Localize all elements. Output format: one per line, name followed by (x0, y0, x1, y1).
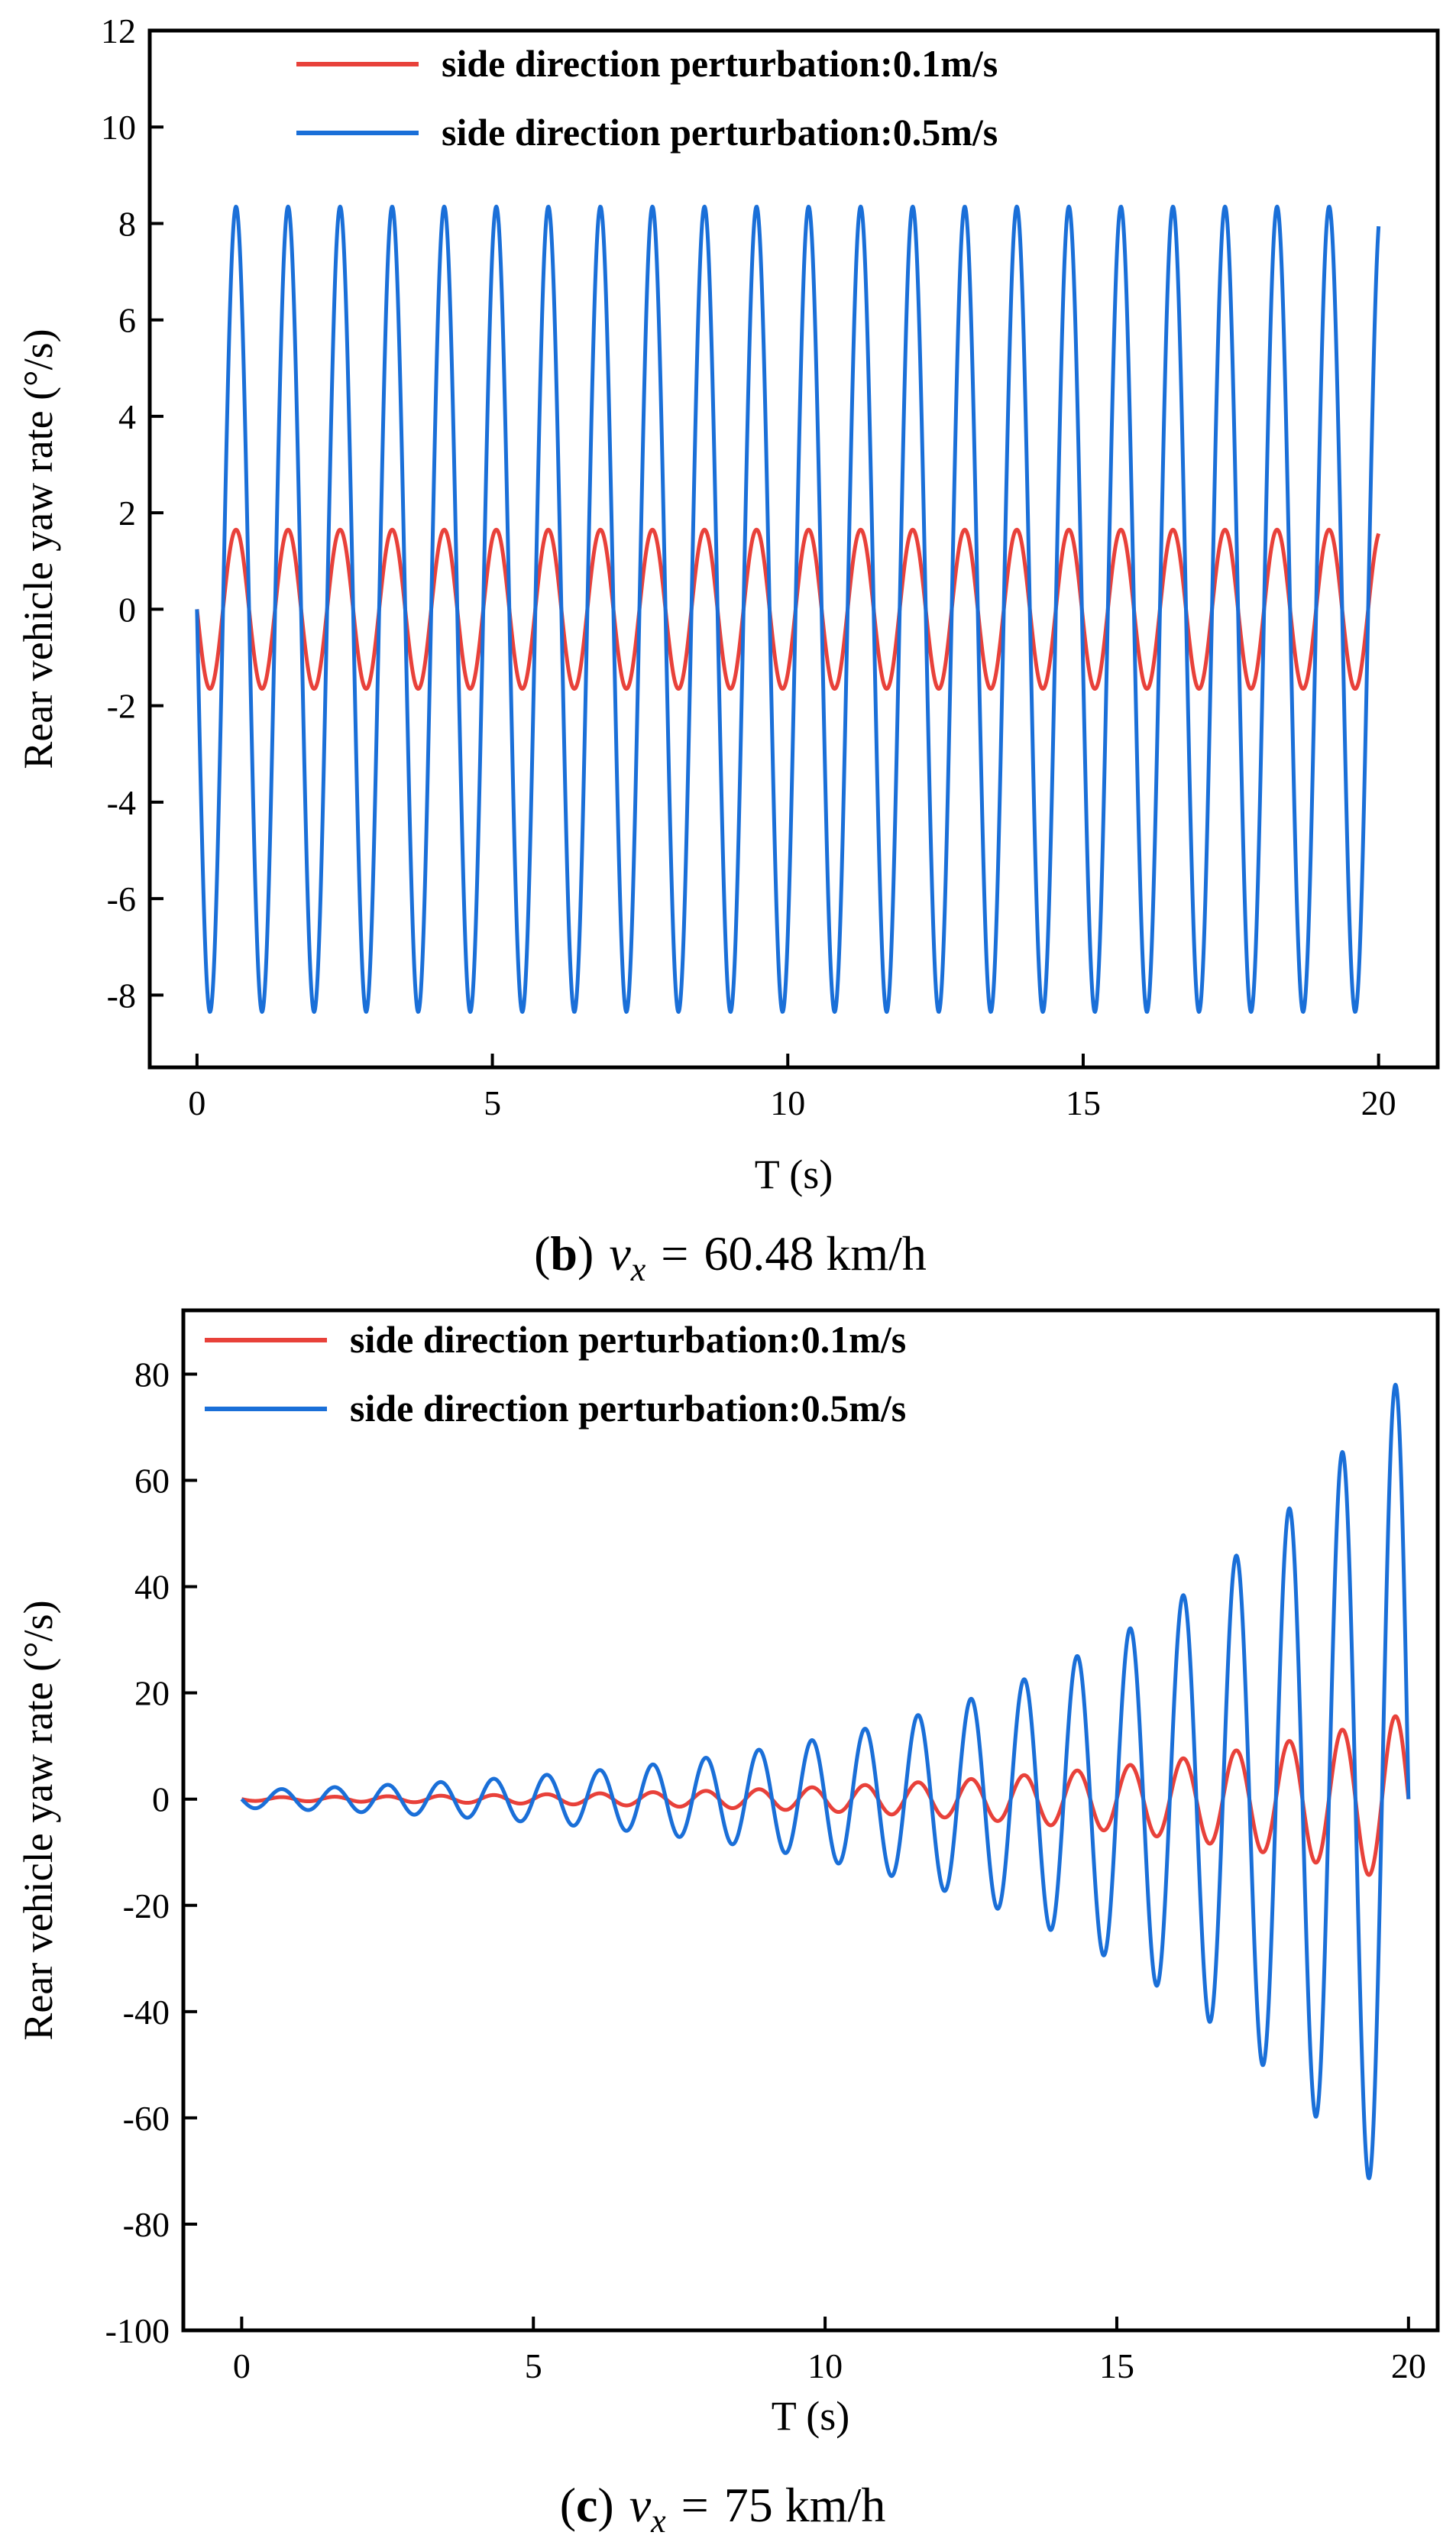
x-tick-label: 20 (1391, 2346, 1426, 2385)
y-tick-label: -2 (107, 687, 136, 726)
x-axis-ticks: 0 5 10 15 20 (188, 1054, 1396, 1122)
y-tick-label: 12 (101, 11, 136, 50)
caption-subscript: x (650, 2502, 666, 2540)
caption-value: 75 km/h (724, 2478, 886, 2532)
chart-panel-c: 0 5 10 15 20 -100 -80 -60 -40 -20 0 20 40 60 80 T (s)… (15, 1308, 1440, 2540)
y-tick-label: 60 (134, 1462, 170, 1501)
legend-label-0: side direction perturbation:0.1m/s (350, 1318, 906, 1361)
y-tick-label: 4 (118, 397, 136, 436)
caption-equals: = (661, 1226, 688, 1281)
x-tick-label: 5 (484, 1083, 501, 1122)
y-tick-label: -80 (123, 2205, 170, 2244)
series-line-1 (240, 1382, 1411, 2181)
x-tick-label: 5 (525, 2346, 542, 2385)
series-layer (240, 1382, 1411, 2181)
y-tick-label: -8 (107, 976, 136, 1015)
x-axis-title: T (s) (755, 1151, 833, 1197)
y-tick-label: 40 (134, 1568, 170, 1607)
caption: (c) vx = 75 km/h (560, 2478, 886, 2540)
plot-frame (181, 1308, 1440, 2333)
y-tick-label: 0 (118, 590, 136, 629)
legend-label-1: side direction perturbation:0.5m/s (350, 1387, 906, 1430)
caption-paren-close: ) (578, 1226, 594, 1281)
y-tick-label: 10 (101, 108, 136, 147)
caption-value: 60.48 km/h (704, 1226, 927, 1281)
y-axis-ticks: -100 -80 -60 -40 -20 0 20 40 60 80 (105, 1355, 197, 2350)
x-tick-label: 15 (1099, 2346, 1134, 2385)
x-tick-label: 20 (1361, 1083, 1396, 1122)
y-tick-label: -40 (123, 1993, 170, 2032)
x-tick-label: 0 (233, 2346, 251, 2385)
x-tick-label: 10 (807, 2346, 843, 2385)
caption: (b) vx = 60.48 km/h (534, 1226, 927, 1288)
y-tick-label: -4 (107, 783, 136, 822)
y-axis-title: Rear vehicle yaw rate (°/s) (15, 1600, 61, 2040)
y-tick-label: 20 (134, 1674, 170, 1713)
x-tick-label: 0 (188, 1083, 205, 1122)
series-line-0 (195, 527, 1381, 691)
series-layer (195, 204, 1381, 1014)
x-axis-ticks: 0 5 10 15 20 (233, 2317, 1426, 2385)
y-tick-label: 2 (118, 494, 136, 533)
caption-subscript: x (630, 1251, 646, 1288)
plot-frame (147, 28, 1440, 1070)
caption-paren-close: ) (597, 2478, 613, 2532)
x-tick-label: 10 (770, 1083, 805, 1122)
y-tick-label: 0 (152, 1780, 170, 1819)
legend: side direction perturbation:0.1m/s side … (205, 1318, 906, 1430)
y-tick-label: 8 (118, 204, 136, 243)
legend: side direction perturbation:0.1m/s side … (296, 42, 998, 154)
caption-label: b (550, 1226, 578, 1281)
caption-label: c (576, 2478, 597, 2532)
caption-paren-open: ( (534, 1226, 550, 1281)
caption-space: v (609, 1226, 631, 1281)
legend-label-0: side direction perturbation:0.1m/s (442, 42, 998, 85)
y-tick-label: -100 (105, 2311, 170, 2350)
y-axis-ticks: -8 -6 -4 -2 0 2 4 6 8 10 12 (101, 11, 163, 1015)
x-axis-title: T (s) (772, 2393, 850, 2439)
chart-panel-b: 0 5 10 15 20 -8 -6 -4 -2 0 2 4 6 8 10 12 T (s) Rear ve… (15, 11, 1440, 1288)
y-axis-title: Rear vehicle yaw rate (°/s) (15, 329, 61, 769)
y-tick-label: -60 (123, 2099, 170, 2138)
y-tick-label: 80 (134, 1355, 170, 1394)
x-tick-label: 15 (1066, 1083, 1101, 1122)
y-tick-label: 6 (118, 301, 136, 340)
legend-label-1: side direction perturbation:0.5m/s (442, 111, 998, 154)
caption-equals: = (681, 2478, 709, 2532)
y-tick-label: -6 (107, 879, 136, 918)
caption-paren-open: ( (560, 2478, 576, 2532)
series-line-1 (195, 204, 1381, 1014)
y-tick-label: -20 (123, 1886, 170, 1925)
caption-space: v (629, 2478, 652, 2532)
